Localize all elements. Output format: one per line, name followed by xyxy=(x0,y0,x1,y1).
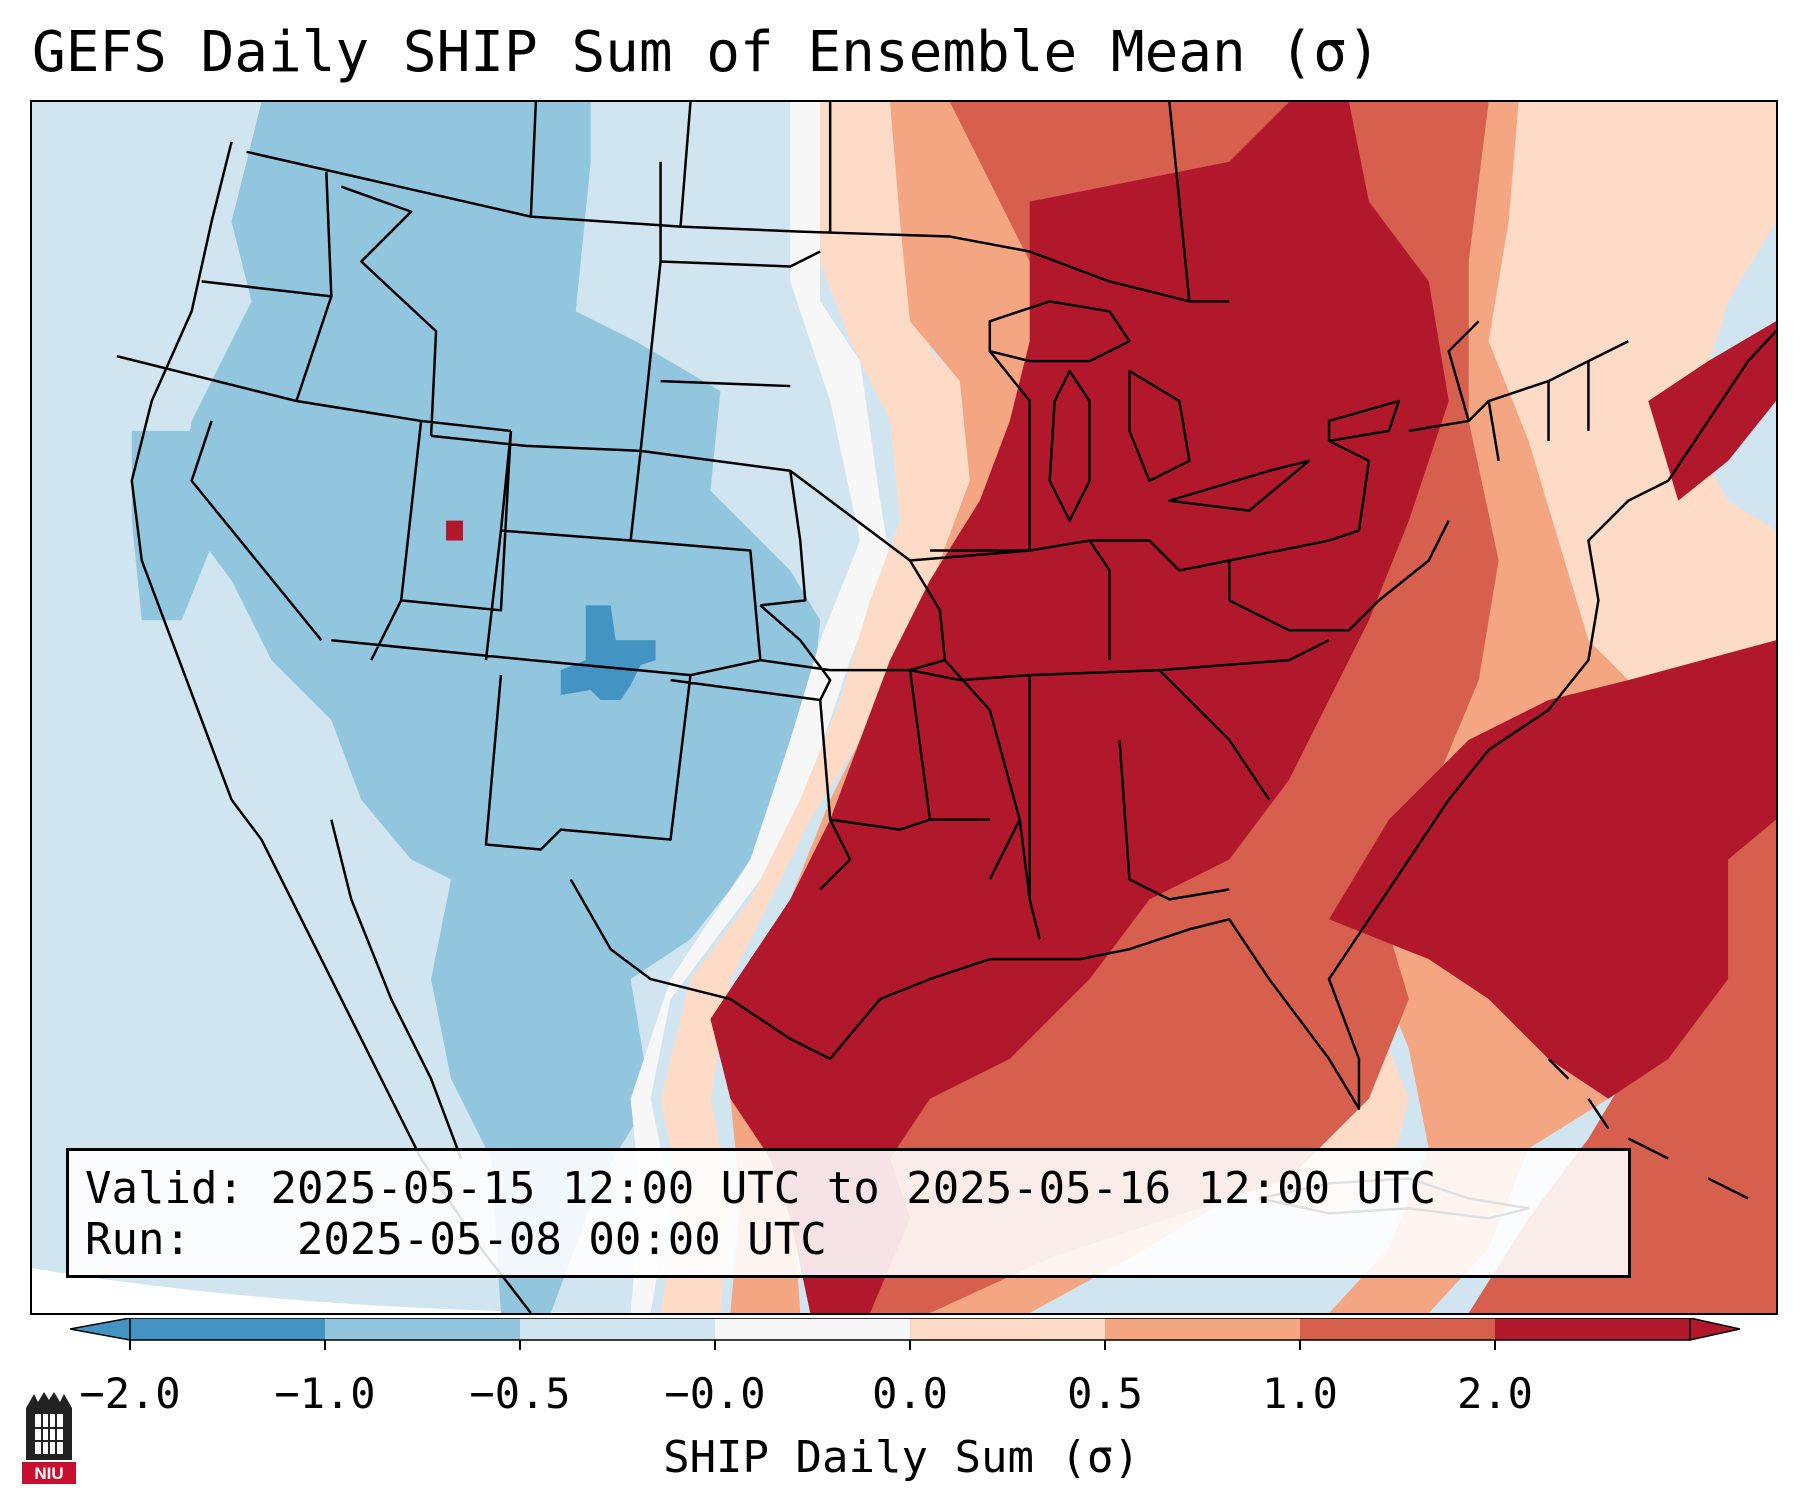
colorbar-swatch xyxy=(910,1318,1106,1340)
colorbar-tick-label: −0.5 xyxy=(469,1369,570,1418)
colorbar-tick-label: 2.0 xyxy=(1457,1369,1533,1418)
run-row: Run: 2025-05-08 00:00 UTC xyxy=(85,1214,1612,1265)
lake-huron xyxy=(1128,369,1191,482)
outside-domain-area xyxy=(32,1268,731,1313)
us-canada-border xyxy=(246,150,1190,303)
field-dark-red xyxy=(710,102,1449,1313)
canada-borders xyxy=(529,102,1230,303)
colorbar-swatch xyxy=(1105,1318,1301,1340)
bahamas xyxy=(1547,1057,1749,1200)
colorbar: −2.0 −1.0 −0.5 −0.0 0.0 0.5 1.0 2.0 xyxy=(70,1318,1740,1418)
colorbar-swatch xyxy=(1300,1318,1496,1340)
field-red-pixel xyxy=(446,520,464,541)
colorbar-swatches xyxy=(70,1318,1740,1341)
anomaly-map xyxy=(32,102,1776,1313)
run-label: Run: xyxy=(85,1214,191,1266)
niu-logo-icon: NIU xyxy=(22,1392,76,1484)
baja-coast xyxy=(330,819,463,1159)
valid-label: Valid: xyxy=(85,1163,244,1214)
colorbar-swatch xyxy=(520,1318,716,1340)
map-panel xyxy=(30,100,1778,1315)
niu-logo-text: NIU xyxy=(34,1464,63,1483)
colorbar-label: SHIP Daily Sum (σ) xyxy=(663,1432,1140,1483)
colorbar-tick-label: −1.0 xyxy=(274,1369,375,1418)
colorbar-ticks: −2.0 −1.0 −0.5 −0.0 0.0 0.5 1.0 2.0 xyxy=(79,1340,1533,1418)
lake-michigan xyxy=(1048,369,1091,522)
colorbar-swatch xyxy=(1495,1318,1691,1340)
gulf-coast xyxy=(569,330,1776,1110)
west-coast xyxy=(130,141,532,1313)
lake-erie xyxy=(1168,459,1311,512)
colorbar-tick-label: −2.0 xyxy=(79,1369,180,1418)
colorbar-extend-low xyxy=(70,1318,131,1341)
state-borders xyxy=(116,161,1629,940)
valid-run-info-box: Valid: 2025-05-15 12:00 UTC to 2025-05-1… xyxy=(66,1148,1631,1278)
colorbar-extend-high xyxy=(1689,1318,1740,1341)
colorbar-tick-label: 1.0 xyxy=(1262,1369,1338,1418)
colorbar-tick-label: 0.0 xyxy=(872,1369,948,1418)
field-medium-blue-coast xyxy=(131,430,222,621)
colorbar-tick-label: −0.0 xyxy=(664,1369,765,1418)
field-dark-red-east xyxy=(1329,640,1776,1099)
field-medium-blue xyxy=(181,102,821,1313)
run-value: 2025-05-08 00:00 UTC xyxy=(296,1214,827,1266)
valid-row: Valid: 2025-05-15 12:00 UTC to 2025-05-1… xyxy=(85,1163,1612,1214)
field-dark-blue xyxy=(560,605,656,701)
colorbar-tick-label: 0.5 xyxy=(1067,1369,1143,1418)
valid-value: 2025-05-15 12:00 UTC to 2025-05-16 12:00… xyxy=(270,1163,1437,1214)
colorbar-swatch xyxy=(130,1318,326,1340)
colorbar-swatch xyxy=(325,1318,521,1340)
map-title: GEFS Daily SHIP Sum of Ensemble Mean (σ) xyxy=(32,20,1381,85)
colorbar-swatch xyxy=(715,1318,911,1340)
lake-ontario xyxy=(1327,399,1401,443)
lake-superior xyxy=(988,300,1131,363)
field-light-red xyxy=(660,102,990,1313)
